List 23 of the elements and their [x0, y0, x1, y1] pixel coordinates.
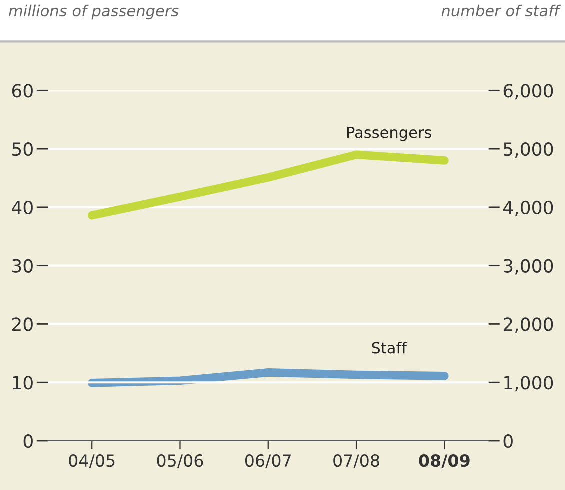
y2-axis-title: number of staff: [442, 4, 562, 17]
y-tick-label: 60: [12, 84, 33, 98]
x-tick-label: 07/08: [334, 454, 380, 468]
y2-tick-label: 4,000: [503, 200, 554, 216]
x-tick-label: 04/05: [69, 454, 115, 468]
y2-tick-label: 0: [504, 434, 513, 448]
x-tick-label: 05/06: [157, 454, 204, 468]
x-tick-label: 06/07: [245, 454, 291, 468]
y2-tick-label: 5,000: [504, 142, 554, 158]
y-tick-label: 40: [12, 200, 33, 215]
x-tick-label: 08/09: [419, 454, 470, 468]
series-label: Staff: [372, 342, 408, 354]
y2-tick-label: 2,000: [504, 318, 554, 334]
y-tick-label: 10: [13, 376, 33, 390]
y2-tick-label: 3,000: [504, 259, 554, 275]
series-label: Passengers: [347, 126, 432, 142]
y-tick-label: 0: [24, 434, 33, 448]
y-tick-label: 20: [12, 318, 33, 332]
y-tick-label: 30: [12, 259, 33, 273]
y-tick-label: 50: [12, 142, 33, 156]
y-axis-title: millions of passengers: [9, 4, 179, 20]
y2-tick-label: 1,000: [504, 376, 554, 392]
y2-tick-label: 6,000: [504, 84, 554, 100]
